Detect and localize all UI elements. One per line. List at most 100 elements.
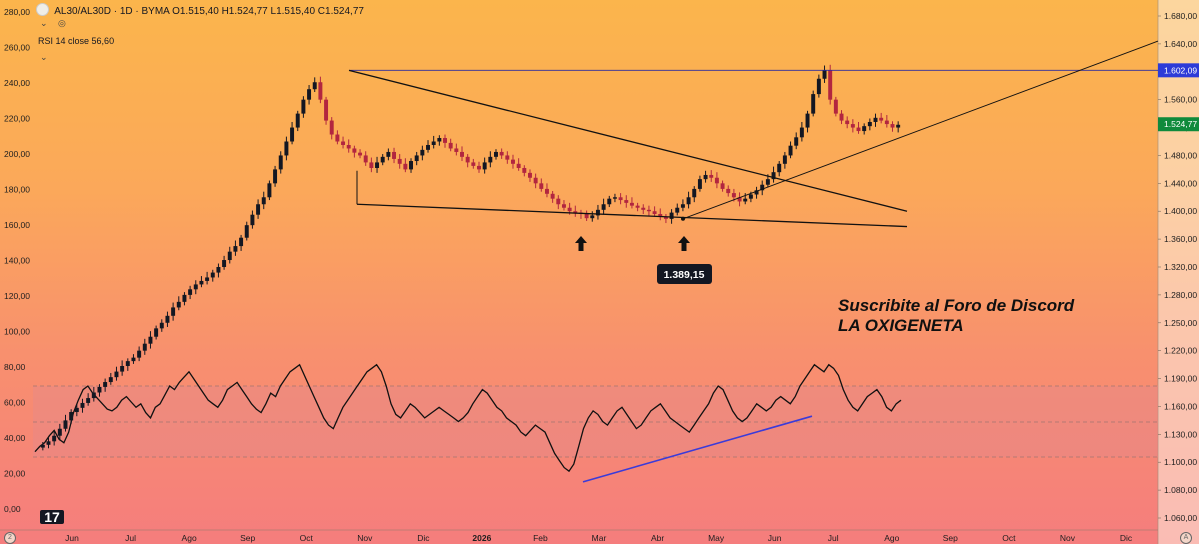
- low-price-badge[interactable]: [657, 264, 712, 284]
- candle-body[interactable]: [159, 322, 164, 329]
- candle-body[interactable]: [403, 163, 408, 170]
- candle-body[interactable]: [794, 137, 799, 146]
- candle-body[interactable]: [392, 151, 397, 159]
- candle-body[interactable]: [52, 435, 57, 442]
- candle-body[interactable]: [318, 82, 323, 100]
- candle-body[interactable]: [154, 328, 159, 337]
- candle-body[interactable]: [329, 120, 334, 135]
- candle-body[interactable]: [369, 162, 374, 168]
- candle-body[interactable]: [714, 177, 719, 184]
- candle-body[interactable]: [188, 289, 193, 295]
- candle-body[interactable]: [850, 124, 855, 128]
- candle-body[interactable]: [743, 198, 748, 202]
- candle-body[interactable]: [720, 183, 725, 189]
- settings-corner-icon[interactable]: 2: [4, 532, 16, 544]
- rsi-divergence-trendline[interactable]: [582, 415, 813, 483]
- rsi-line[interactable]: [34, 363, 902, 473]
- candle-body[interactable]: [477, 165, 481, 170]
- candle-body[interactable]: [533, 177, 538, 184]
- candle-body[interactable]: [748, 194, 753, 199]
- candle-body[interactable]: [97, 386, 102, 393]
- candle-body[interactable]: [239, 237, 244, 247]
- candle-body[interactable]: [799, 127, 804, 138]
- candle-body[interactable]: [680, 204, 685, 208]
- candle-body[interactable]: [278, 155, 283, 170]
- candle-body[interactable]: [499, 151, 504, 156]
- candle-body[interactable]: [182, 294, 187, 302]
- candle-body[interactable]: [108, 377, 113, 383]
- candle-body[interactable]: [176, 301, 181, 308]
- candle-body[interactable]: [335, 134, 340, 142]
- candle-body[interactable]: [703, 174, 708, 180]
- candle-body[interactable]: [494, 151, 498, 157]
- candle-body[interactable]: [544, 188, 549, 194]
- candle-body[interactable]: [805, 113, 810, 128]
- candle-body[interactable]: [646, 209, 651, 212]
- candle-body[interactable]: [760, 184, 765, 191]
- candle-body[interactable]: [295, 113, 300, 128]
- candle-body[interactable]: [86, 398, 91, 403]
- candle-body[interactable]: [437, 138, 442, 142]
- candle-body[interactable]: [516, 163, 521, 168]
- candle-body[interactable]: [222, 260, 227, 267]
- candle-body[interactable]: [505, 155, 510, 160]
- candle-body[interactable]: [307, 89, 312, 100]
- candle-body[interactable]: [788, 145, 793, 156]
- candle-body[interactable]: [205, 277, 210, 281]
- candle-body[interactable]: [290, 127, 295, 142]
- candle-body[interactable]: [573, 211, 578, 213]
- candle-body[interactable]: [414, 155, 419, 162]
- candle-body[interactable]: [737, 197, 742, 202]
- candle-body[interactable]: [607, 198, 612, 205]
- candle-body[interactable]: [629, 202, 634, 206]
- candle-body[interactable]: [375, 162, 380, 168]
- candle-body[interactable]: [171, 307, 176, 316]
- candle-body[interactable]: [448, 142, 453, 149]
- candle-body[interactable]: [148, 336, 153, 344]
- candle-body[interactable]: [726, 188, 731, 194]
- candle-body[interactable]: [482, 162, 487, 170]
- candle-body[interactable]: [488, 156, 493, 163]
- candle-body[interactable]: [57, 428, 62, 436]
- candle-body[interactable]: [511, 159, 515, 164]
- eye-off-icon[interactable]: ◎: [58, 18, 66, 28]
- candle-body[interactable]: [261, 197, 266, 205]
- candle-body[interactable]: [471, 162, 476, 166]
- rising-support-trendline[interactable]: [682, 40, 1159, 220]
- candle-body[interactable]: [358, 152, 363, 156]
- candle-body[interactable]: [193, 284, 198, 290]
- candle-body[interactable]: [663, 216, 668, 219]
- candle-body[interactable]: [686, 197, 691, 205]
- candle-body[interactable]: [539, 183, 544, 189]
- candle-body[interactable]: [443, 138, 447, 143]
- candle-body[interactable]: [465, 156, 470, 163]
- candle-body[interactable]: [697, 179, 702, 189]
- candle-body[interactable]: [879, 117, 884, 121]
- candle-body[interactable]: [862, 126, 867, 132]
- candle-body[interactable]: [839, 113, 844, 121]
- candle-body[interactable]: [856, 127, 861, 132]
- candle-body[interactable]: [284, 141, 289, 156]
- candle-body[interactable]: [40, 444, 45, 448]
- candle-body[interactable]: [267, 183, 272, 198]
- candle-body[interactable]: [641, 207, 646, 210]
- candle-body[interactable]: [431, 141, 436, 145]
- candle-body[interactable]: [210, 272, 215, 278]
- candle-body[interactable]: [380, 156, 385, 163]
- candle-body[interactable]: [692, 188, 697, 198]
- candle-body[interactable]: [782, 155, 787, 164]
- candle-body[interactable]: [675, 207, 680, 213]
- collapse-icon[interactable]: ⌄: [40, 18, 48, 28]
- candle-body[interactable]: [273, 169, 278, 184]
- candle-body[interactable]: [125, 361, 130, 367]
- candle-body[interactable]: [618, 197, 623, 201]
- candle-body[interactable]: [46, 441, 51, 445]
- rsi-label[interactable]: RSI 14 close: [38, 36, 90, 46]
- candle-body[interactable]: [386, 151, 391, 157]
- candle-body[interactable]: [522, 167, 527, 173]
- candle-body[interactable]: [595, 209, 600, 216]
- candle-body[interactable]: [556, 198, 561, 205]
- candle-body[interactable]: [584, 214, 589, 219]
- candle-body[interactable]: [80, 402, 85, 408]
